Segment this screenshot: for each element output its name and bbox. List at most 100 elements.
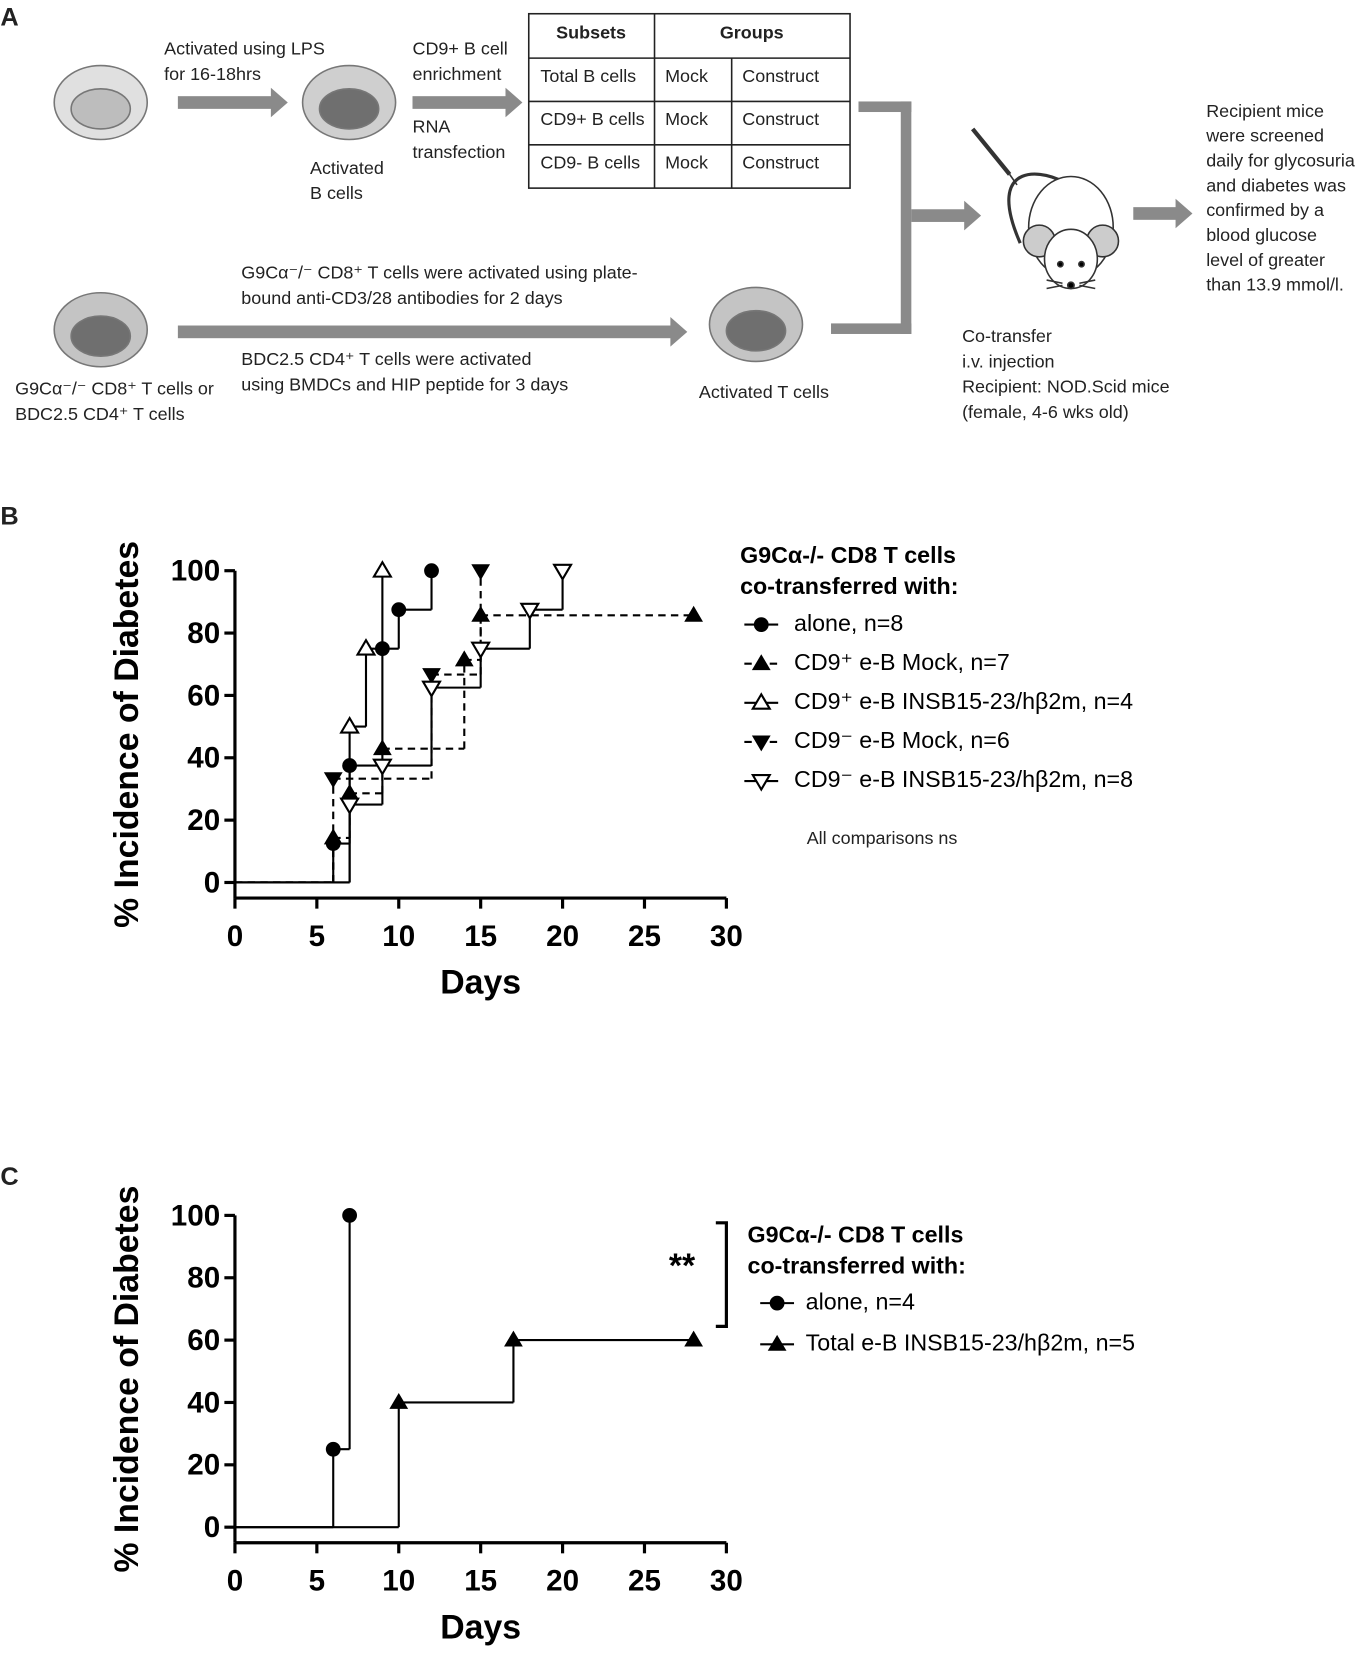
marker	[471, 564, 491, 581]
legend-title: co-transferred with:	[740, 573, 958, 599]
table-cell: Construct	[742, 109, 819, 129]
legend-marker	[750, 692, 772, 710]
diagram-text: using BMDCs and HIP peptide for 3 days	[241, 375, 568, 395]
mouse	[970, 127, 1120, 290]
diagram-text: BDC2.5 CD4⁺ T cells were activated	[241, 349, 531, 369]
diagram-text: than 13.9 mmol/l.	[1206, 275, 1344, 295]
legend-title: co-transferred with:	[748, 1252, 966, 1278]
diagram-text: Co-transfer	[962, 326, 1052, 346]
diagram-text: BDC2.5 CD4⁺ T cells	[15, 404, 184, 424]
legend-marker	[767, 1334, 787, 1351]
table-header: Subsets	[556, 23, 626, 43]
y-tick-label: 80	[187, 617, 220, 650]
marker	[342, 1208, 358, 1223]
diagram-text: bound anti-CD3/28 antibodies for 2 days	[241, 288, 562, 308]
legend-label: alone, n=4	[806, 1288, 915, 1314]
marker	[355, 638, 377, 656]
marker	[552, 563, 573, 582]
legend-label: Total e-B INSB15-23/hβ2m, n=5	[806, 1329, 1135, 1355]
legend-marker	[750, 774, 772, 792]
annotation: **	[669, 1247, 696, 1285]
x-tick-label: 30	[710, 1565, 743, 1598]
y-tick-label: 0	[204, 1511, 220, 1544]
marker	[454, 650, 474, 667]
panel-label: B	[0, 503, 18, 531]
y-axis-label: % Incidence of Diabetes	[108, 1186, 146, 1573]
diagram-text: transfection	[412, 142, 505, 162]
x-tick-label: 0	[227, 1565, 243, 1598]
y-tick-label: 0	[204, 866, 220, 899]
marker	[684, 1330, 704, 1347]
diagram-text: Activated T cells	[699, 382, 829, 402]
y-tick-label: 20	[187, 804, 220, 837]
y-axis-label: % Incidence of Diabetes	[108, 541, 146, 928]
diagram-text: RNA	[412, 117, 450, 137]
x-tick-label: 5	[309, 1565, 325, 1598]
marker	[424, 563, 439, 579]
table-cell: Construct	[742, 66, 819, 86]
legend-label: alone, n=8	[794, 610, 903, 636]
table-cell: Total B cells	[540, 66, 636, 86]
x-tick-label: 30	[710, 920, 743, 953]
x-tick-label: 0	[227, 920, 243, 953]
y-tick-label: 100	[171, 555, 220, 588]
marker	[504, 1330, 523, 1347]
legend-label: CD9⁻ e-B Mock, n=6	[794, 727, 1010, 753]
x-tick-label: 20	[546, 920, 579, 953]
legend-marker	[769, 1295, 785, 1311]
diagram-text: (female, 4-6 wks old)	[962, 402, 1129, 422]
diagram-text: were screened	[1205, 126, 1324, 146]
x-axis-label: Days	[440, 1608, 521, 1646]
diagram-text: level of greater	[1206, 250, 1325, 270]
arrows	[177, 87, 1193, 347]
table-cell: Mock	[665, 66, 708, 86]
legend-marker	[753, 617, 769, 633]
x-tick-label: 20	[546, 1565, 579, 1598]
marker	[391, 602, 407, 618]
significance-bracket	[715, 1221, 728, 1328]
legend-title: G9Cα-/- CD8 T cells	[740, 542, 956, 568]
table-cell: CD9+ B cells	[540, 109, 644, 129]
marker	[323, 772, 343, 789]
x-tick-label: 5	[309, 920, 325, 953]
cells	[53, 64, 804, 368]
x-tick-label: 10	[382, 1565, 415, 1598]
marker	[372, 560, 393, 578]
legend-marker	[751, 654, 771, 671]
table-cell: Mock	[665, 109, 708, 129]
x-tick-label: 25	[628, 920, 661, 953]
diagram-text: G9Cα⁻/⁻ CD8⁺ T cells or	[15, 379, 214, 399]
table-frame	[527, 12, 851, 189]
table-header: Groups	[720, 23, 784, 43]
marker	[421, 680, 442, 699]
legend-marker	[751, 735, 771, 752]
y-tick-label: 80	[187, 1262, 220, 1295]
annotation: All comparisons ns	[807, 828, 958, 848]
panel-label: C	[0, 1163, 18, 1191]
x-axis-label: Days	[440, 964, 521, 1002]
diagram-text: for 16-18hrs	[164, 64, 261, 84]
diagram-text: confirmed by a	[1206, 200, 1324, 220]
legend-label: CD9⁺ e-B Mock, n=7	[794, 649, 1010, 675]
diagram-text: B cells	[310, 183, 363, 203]
diagram-text: daily for glycosuria	[1206, 150, 1355, 170]
marker	[389, 1392, 409, 1409]
y-tick-label: 40	[187, 742, 220, 775]
marker	[339, 797, 360, 816]
x-tick-label: 15	[464, 920, 497, 953]
table-cell: Construct	[742, 153, 819, 173]
legend-title: G9Cα-/- CD8 T cells	[748, 1222, 964, 1248]
table-cell: CD9- B cells	[540, 153, 640, 173]
table-cell: Mock	[665, 153, 708, 173]
diagram-text: Activated using LPS	[164, 38, 325, 58]
y-tick-label: 60	[187, 679, 220, 712]
legend-label: CD9⁺ e-B INSB15-23/hβ2m, n=4	[794, 688, 1133, 714]
legend-label: CD9⁻ e-B INSB15-23/hβ2m, n=8	[794, 766, 1133, 792]
marker	[519, 602, 541, 621]
diagram-text: Recipient mice	[1206, 101, 1324, 121]
marker	[325, 1441, 341, 1457]
x-tick-label: 25	[628, 1565, 661, 1598]
y-tick-label: 40	[187, 1386, 220, 1419]
marker	[422, 668, 441, 685]
